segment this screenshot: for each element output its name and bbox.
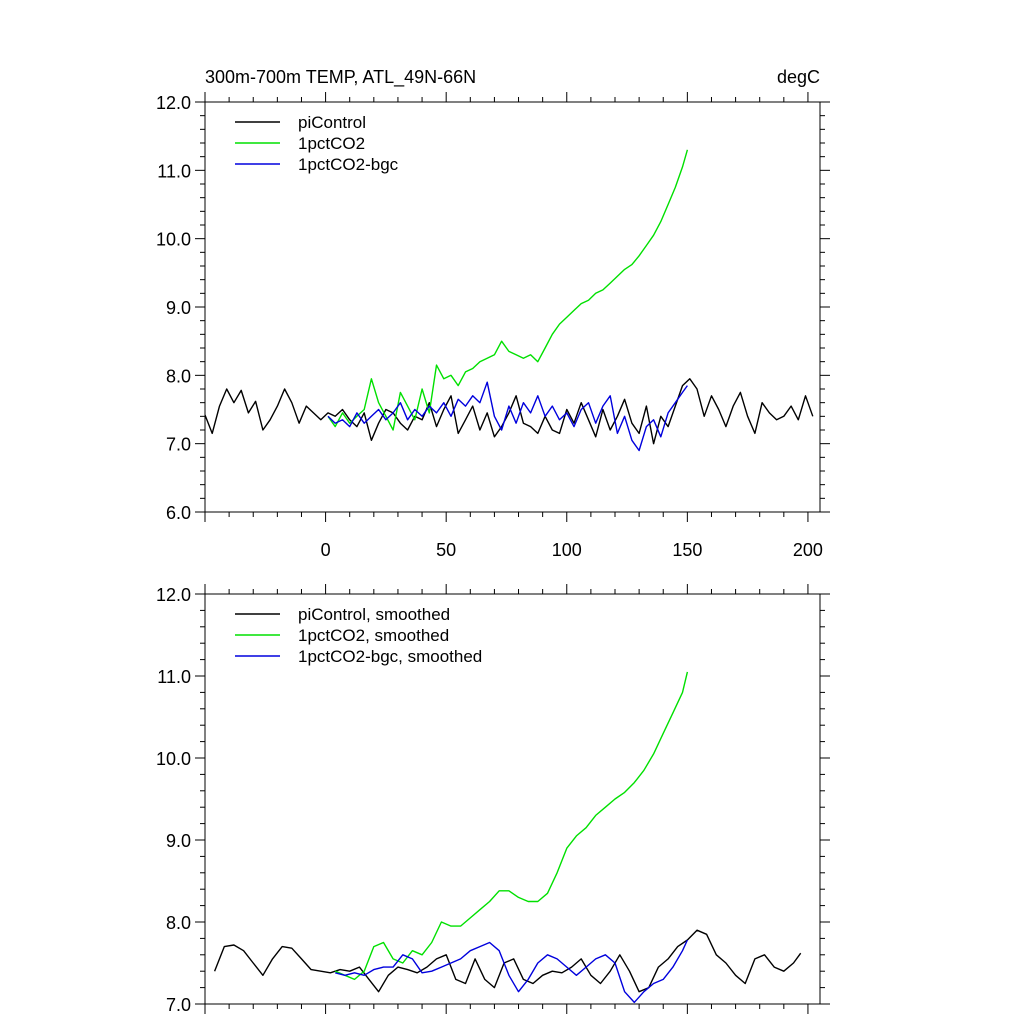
- bottom-ytick-label: 10.0: [156, 749, 191, 769]
- top-series-1pctco2: [327, 149, 689, 431]
- top-legend: piControl 1pctCO2 1pctCO2-bgc: [235, 113, 399, 174]
- top-series-group: [205, 149, 814, 452]
- top-ytick-label: 10.0: [156, 230, 191, 250]
- bottom-series-group: [213, 671, 802, 1004]
- bottom-panel: 7.0 8.0 9.0 10.0 11.0 12.0 piControl, smoothe…: [156, 584, 830, 1015]
- top-xtick-label: 0: [321, 540, 331, 560]
- bottom-legend-label: 1pctCO2-bgc, smoothed: [298, 647, 482, 666]
- top-xtick-label: 100: [552, 540, 582, 560]
- top-xtick-label: 200: [793, 540, 823, 560]
- bottom-series-1pctco2-bgc-smoothed: [335, 939, 689, 1004]
- top-legend-label: 1pctCO2-bgc: [298, 155, 399, 174]
- top-panel: 300m-700m TEMP, ATL_49N-66N degC 6.0 7.0 8…: [156, 67, 830, 560]
- bottom-ytick-label: 11.0: [157, 667, 191, 687]
- top-ytick-label: 6.0: [166, 503, 191, 523]
- top-ytick-label: 7.0: [166, 435, 191, 455]
- bottom-series-picontrol-smoothed: [213, 929, 802, 993]
- top-ytick-label: 8.0: [166, 366, 191, 386]
- bottom-ytick-label: 7.0: [166, 995, 191, 1015]
- bottom-series-1pctco2-smoothed: [334, 671, 689, 981]
- bottom-legend: piControl, smoothed 1pctCO2, smoothed 1pct…: [235, 605, 482, 666]
- top-series-1pctco2-bgc: [327, 381, 688, 452]
- top-legend-label: 1pctCO2: [298, 134, 365, 153]
- units-label: degC: [777, 67, 820, 87]
- bottom-plot-frame: [204, 593, 821, 1005]
- bottom-axis-ticks: 7.0 8.0 9.0 10.0 11.0 12.0: [156, 584, 830, 1015]
- top-xtick-label: 150: [672, 540, 702, 560]
- bottom-ytick-label: 9.0: [166, 831, 191, 851]
- top-series-picontrol: [205, 378, 814, 445]
- top-ytick-label: 11.0: [157, 161, 191, 181]
- bottom-ytick-label: 12.0: [156, 585, 191, 605]
- bottom-legend-label: piControl, smoothed: [298, 605, 450, 624]
- bottom-ytick-label: 8.0: [166, 913, 191, 933]
- bottom-legend-label: 1pctCO2, smoothed: [298, 626, 449, 645]
- top-ytick-label: 12.0: [156, 93, 191, 113]
- chart-title: 300m-700m TEMP, ATL_49N-66N: [205, 67, 476, 88]
- top-axis-ticks: 6.0 7.0 8.0 9.0 10.0 11.0 12.0 0 50 100 150 200: [156, 92, 830, 560]
- top-legend-label: piControl: [298, 113, 366, 132]
- top-xtick-label: 50: [436, 540, 456, 560]
- top-ytick-label: 9.0: [166, 298, 191, 318]
